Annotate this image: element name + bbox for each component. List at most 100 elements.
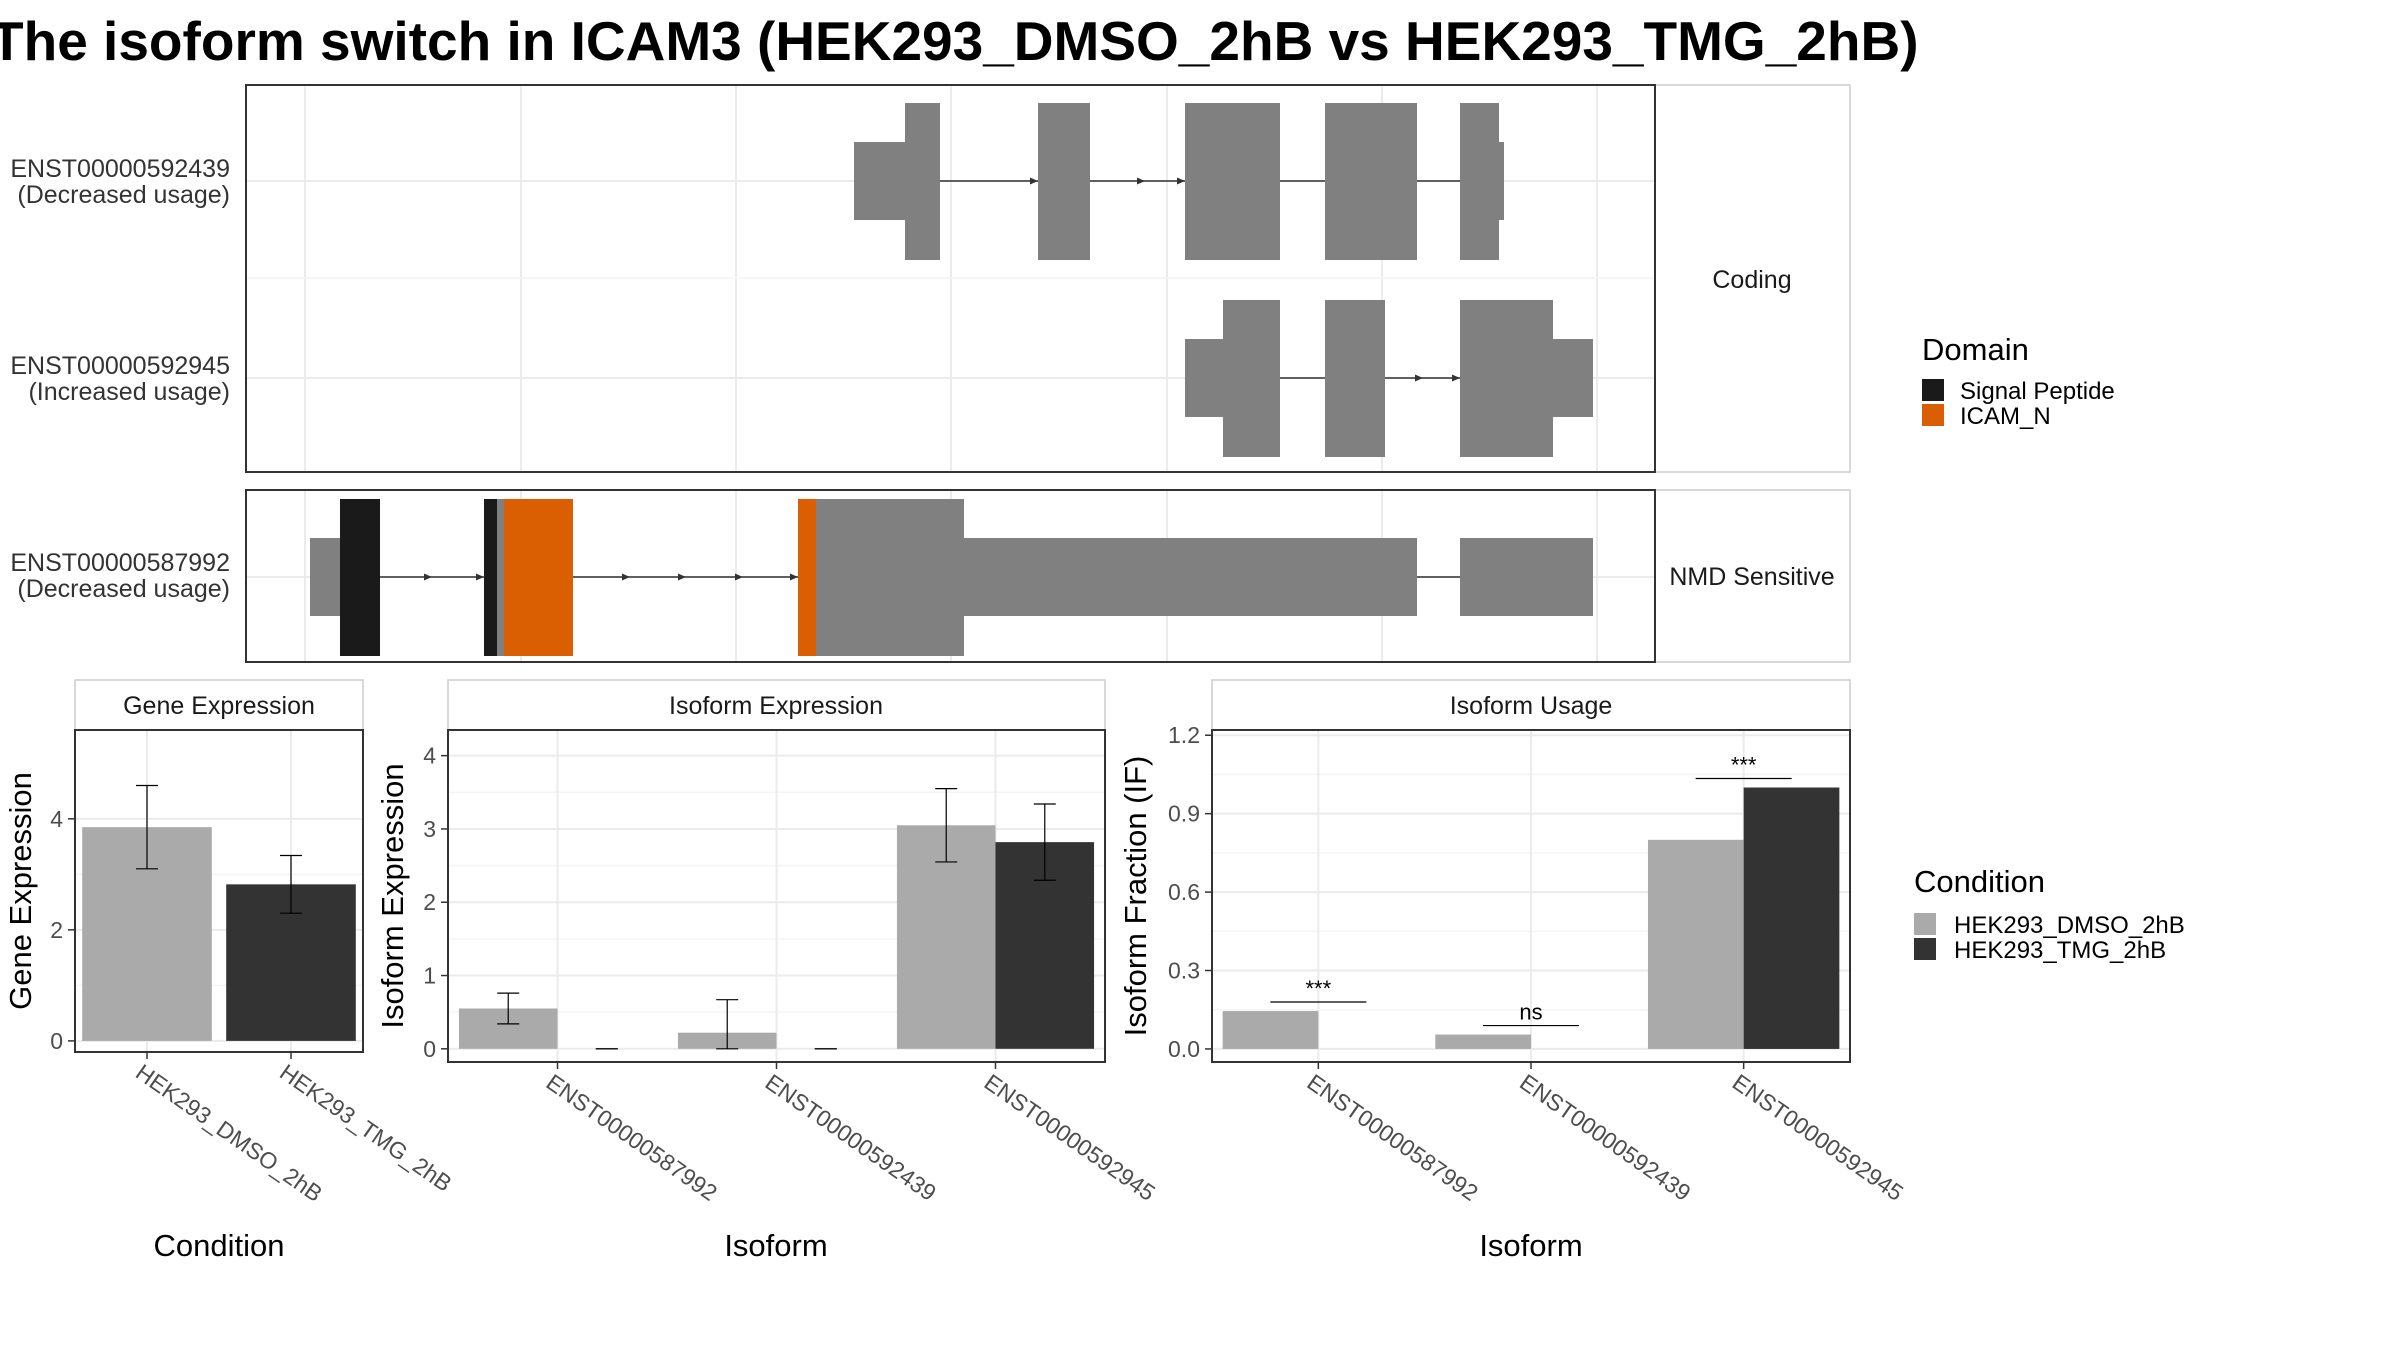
transcript-model-ENST00000592439 (854, 103, 1504, 260)
intron-arrow (476, 573, 484, 581)
y-tick-label: 0 (423, 1036, 436, 1062)
utr-exon (962, 538, 1417, 616)
strip-nmd-label-bg (1654, 489, 1851, 663)
coding-exon (905, 103, 940, 260)
figure-title: The isoform switch in ICAM3 (HEK293_DMSO… (0, 10, 1919, 72)
intron-arrow (622, 573, 630, 581)
legend-label-icam-n: ICAM_N (1960, 403, 2051, 430)
x-tick-label: ENST00000592945 (1728, 1069, 1908, 1206)
isoform-expression-chart: Isoform Expression 0 1 2 3 4 ENST00000587992… (375, 679, 1160, 1263)
y-tick-label: 2 (50, 917, 63, 943)
intron-arrow (1415, 374, 1423, 382)
legend-label-dmso: HEK293_DMSO_2hB (1954, 912, 2185, 939)
chart-y-ticks: 0 2 4 (50, 806, 75, 1054)
y-tick-label: 0.9 (1168, 801, 1200, 827)
y-tick-label: 4 (423, 743, 436, 769)
chart-error-bars (497, 788, 1056, 1050)
intron-arrow (424, 573, 432, 581)
y-tick-label: 3 (423, 816, 436, 842)
legend-swatch-icam-n (1922, 404, 1944, 426)
x-tick-label: ENST00000592439 (1515, 1069, 1695, 1206)
utr-exon (310, 538, 342, 616)
intron-arrow (678, 573, 686, 581)
chart-y-ticks: 0.0 0.3 0.6 0.9 1.2 (1168, 722, 1212, 1062)
legend-swatch-tmg (1914, 938, 1936, 960)
chart-error-bars (136, 784, 302, 914)
chart-x-ticks: ENST00000587992 ENST00000592439 ENST000005… (1302, 1062, 1908, 1206)
transcript-usage-label: (Decreased usage) (17, 575, 230, 603)
chart-significance: *** ns *** (1270, 753, 1792, 1027)
strip-nmd-label: NMD Sensitive (1669, 563, 1834, 591)
utr-exon (1552, 339, 1593, 417)
signal-peptide-domain (340, 499, 380, 656)
y-tick-label: 0 (50, 1028, 63, 1054)
strip-coding-label: Coding (1712, 266, 1791, 294)
intron-arrow (1030, 177, 1038, 185)
significance-label: *** (1305, 976, 1331, 1001)
chart-y-axis-title: Isoform Expression (375, 763, 410, 1028)
intron-arrow (1137, 177, 1145, 185)
transcript-id-label: ENST00000592945 (10, 352, 230, 380)
coding-exon (1325, 103, 1417, 260)
bar (896, 825, 996, 1049)
coding-exon (1223, 300, 1280, 457)
intron-arrow (735, 573, 743, 581)
transcript-model-ENST00000592945 (1185, 300, 1593, 457)
chart-strip-title: Isoform Usage (1450, 692, 1613, 720)
chart-y-axis-title: Gene Expression (3, 772, 38, 1010)
coding-exon (497, 499, 504, 656)
transcript-id-label: ENST00000587992 (10, 549, 230, 577)
y-tick-label: 0.0 (1168, 1036, 1200, 1062)
chart-y-axis-title: Isoform Fraction (IF) (1118, 756, 1153, 1037)
y-tick-label: 1 (423, 963, 436, 989)
intron-arrow (1452, 374, 1460, 382)
y-tick-label: 2 (423, 889, 436, 915)
panel-nmd-border (245, 489, 1656, 663)
chart-border (74, 729, 364, 1053)
bar (1222, 1011, 1319, 1049)
chart-strip-title: Isoform Expression (669, 692, 883, 720)
chart-bars (458, 825, 1095, 1049)
coding-exon (1038, 103, 1090, 260)
chart-x-axis-title: Isoform (1479, 1228, 1582, 1263)
intron-arrow (1177, 177, 1185, 185)
strip-coding-bg (1654, 84, 1851, 473)
x-tick-label: ENST00000592439 (761, 1069, 941, 1206)
domain-legend-title: Domain (1922, 332, 2029, 367)
significance-label: ns (1519, 1000, 1542, 1025)
x-tick-label: ENST00000592945 (980, 1069, 1160, 1206)
bar (1435, 1034, 1531, 1049)
bar (1647, 839, 1744, 1049)
utr-exon (854, 142, 906, 220)
y-tick-label: 1.2 (1168, 722, 1200, 748)
legend-label-tmg: HEK293_TMG_2hB (1954, 937, 2166, 964)
x-tick-label: ENST00000587992 (542, 1069, 722, 1206)
y-tick-label: 4 (50, 806, 63, 832)
chart-strip (447, 679, 1106, 731)
coding-exon (1460, 300, 1553, 457)
x-tick-label: ENST00000587992 (1302, 1069, 1482, 1206)
transcript-usage-label: (Increased usage) (28, 378, 230, 406)
chart-x-ticks: ENST00000587992 ENST00000592439 ENST000005… (542, 1062, 1160, 1206)
y-tick-label: 0.6 (1168, 879, 1200, 905)
bar (1743, 787, 1840, 1049)
chart-bars (1222, 787, 1840, 1049)
coding-exon (1185, 103, 1280, 260)
chart-strip-title: Gene Expression (123, 692, 315, 720)
significance-label: *** (1731, 753, 1757, 778)
icam-n-domain (504, 499, 573, 656)
domain-legend: Domain Signal Peptide ICAM_N (1922, 332, 2115, 430)
transcript-usage-label: (Decreased usage) (17, 181, 230, 209)
transcript-id-label: ENST00000592439 (10, 155, 230, 183)
transcript-model-ENST00000587992 (310, 499, 1593, 656)
utr-exon (1185, 339, 1225, 417)
signal-peptide-domain (484, 499, 497, 656)
legend-swatch-dmso (1914, 913, 1936, 935)
chart-x-axis-title: Isoform (724, 1228, 827, 1263)
transcript-structure: Coding NMD Sensitive ENST00000592439 (De… (10, 84, 1851, 663)
coding-exon (1460, 103, 1499, 260)
intron-arrow (790, 573, 798, 581)
chart-y-ticks: 0 1 2 3 4 (423, 743, 448, 1062)
